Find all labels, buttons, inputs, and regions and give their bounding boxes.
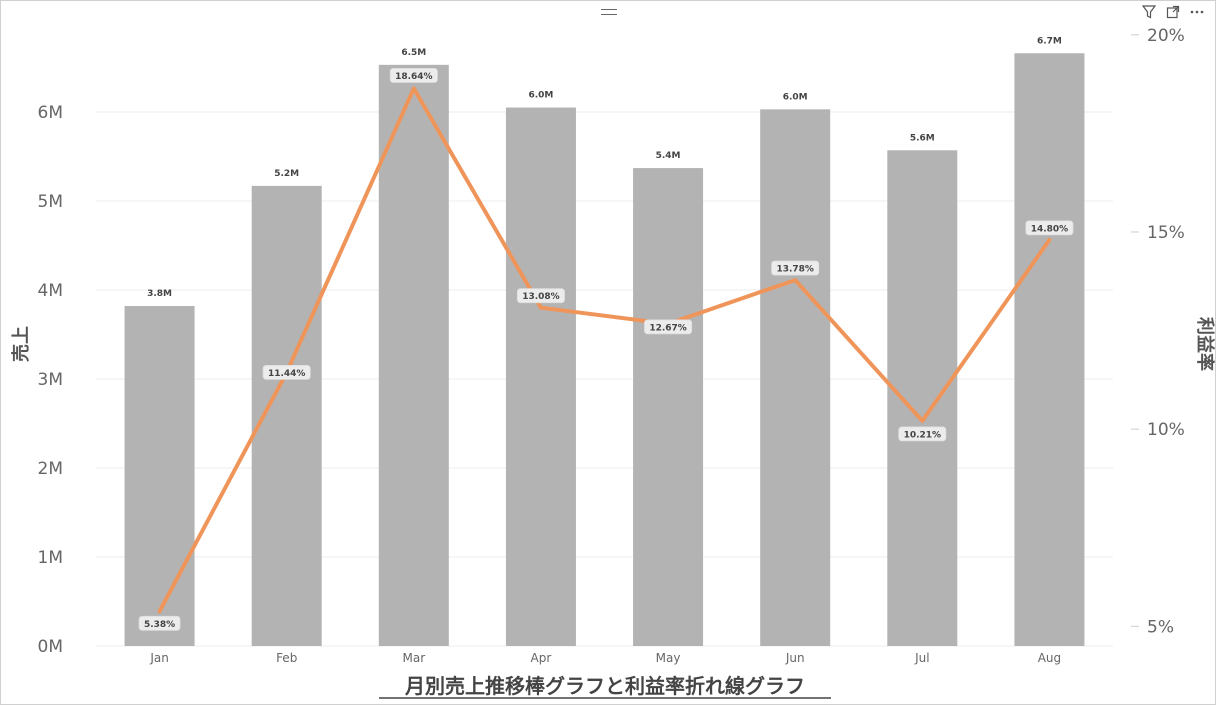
x-tick-label: Feb: [276, 651, 297, 665]
drag-handle-icon[interactable]: [601, 9, 617, 15]
bar-data-label: 6.5M: [401, 48, 426, 58]
gridlines: [96, 111, 1113, 647]
y-left-tick-label: 6M: [38, 103, 63, 123]
y-left-tick-label: 4M: [38, 281, 63, 301]
chart-title: 月別売上推移棒グラフと利益率折れ線グラフ: [404, 674, 805, 698]
line-data-label-may: 12.67%: [644, 319, 693, 335]
line-data-label-feb: 11.44%: [262, 364, 311, 380]
bar-data-label: 6.7M: [1037, 36, 1062, 46]
y-right-tick-label: 15%: [1147, 223, 1185, 243]
bar-data-label: 6.0M: [783, 92, 808, 102]
line-data-labels: 5.38% 11.44% 18.64% 13.08% 12.67% 13.78% 10.21…: [138, 68, 1074, 631]
bar-data-label: 3.8M: [147, 289, 172, 299]
bar-jan: [124, 306, 195, 646]
x-tick-label: Jun: [785, 651, 805, 665]
y-left-tick-label: 3M: [38, 370, 63, 390]
y-right-tick-label: 10%: [1147, 420, 1185, 440]
bar-series: [124, 53, 1085, 647]
visual-toolbar: [1141, 4, 1205, 20]
y-left-tick-label: 0M: [38, 637, 63, 657]
line-label-background: [389, 68, 438, 83]
x-tick-label: Mar: [402, 651, 425, 665]
more-options-icon[interactable]: [1189, 4, 1205, 20]
line-label-background: [516, 288, 565, 304]
bar-jul: [887, 150, 958, 646]
x-tick-label: Jul: [914, 651, 929, 665]
x-axis: Jan Feb Mar Apr May Jun Jul Aug: [149, 651, 1061, 665]
x-tick-label: Jan: [149, 651, 169, 665]
bar-mar: [378, 64, 449, 646]
visual-header: [1, 1, 1215, 23]
line-label-background: [262, 364, 311, 380]
line-series: [157, 86, 1052, 614]
bar-jun: [760, 109, 831, 646]
line-data-label-mar: 18.64%: [389, 68, 438, 83]
line-data-label: 11.44%: [268, 369, 306, 379]
y-axis-left-title: 売上: [10, 326, 32, 362]
line-data-label: 18.64%: [395, 72, 433, 82]
y-left-tick-label: 5M: [38, 192, 63, 212]
y-right-tick-label: 20%: [1147, 26, 1185, 46]
profit-rate-line: [157, 86, 1052, 614]
line-data-label: 13.08%: [522, 292, 560, 302]
y-axis-left: 0M 1M 2M 3M 4M 5M 6M: [38, 103, 63, 657]
x-tick-label: Aug: [1038, 651, 1061, 665]
line-data-label-aug: 14.80%: [1025, 220, 1074, 236]
line-data-label: 5.38%: [144, 620, 175, 630]
line-label-background: [771, 260, 820, 276]
line-data-label-jan: 5.38%: [138, 615, 181, 631]
focus-mode-icon[interactable]: [1165, 4, 1181, 20]
bar-data-labels: 3.8M 5.2M 6.5M 6.0M 5.4M 6.0M 5.6M 6.7M: [147, 36, 1062, 299]
bar-may: [633, 168, 704, 646]
y-right-tick-label: 5%: [1147, 617, 1174, 637]
bar-data-label: 5.2M: [274, 169, 299, 179]
line-label-background: [138, 615, 181, 631]
line-data-label: 13.78%: [776, 265, 814, 275]
line-data-label: 12.67%: [649, 323, 687, 333]
line-label-background: [898, 426, 947, 442]
line-label-background: [1025, 220, 1074, 236]
bar-data-label: 5.4M: [656, 151, 681, 161]
line-label-background: [644, 319, 693, 335]
y-axis-right-title: 利益率: [1194, 317, 1215, 371]
bar-apr: [505, 107, 576, 647]
line-data-label-apr: 13.08%: [516, 288, 565, 304]
y-left-tick-label: 2M: [38, 459, 63, 479]
bar-aug: [1014, 53, 1085, 646]
x-tick-label: May: [656, 651, 681, 665]
x-tick-label: Apr: [531, 651, 552, 665]
line-data-label: 14.80%: [1031, 224, 1069, 234]
y-axis-right: 5% 10% 15% 20%: [1131, 26, 1185, 637]
line-data-label: 10.21%: [904, 430, 942, 440]
line-data-label-jul: 10.21%: [898, 426, 947, 442]
line-data-label-jun: 13.78%: [771, 260, 820, 276]
bar-data-label: 5.6M: [910, 133, 935, 143]
bar-data-label: 6.0M: [528, 91, 553, 101]
filter-icon[interactable]: [1141, 4, 1157, 20]
y-left-tick-label: 1M: [38, 548, 63, 568]
